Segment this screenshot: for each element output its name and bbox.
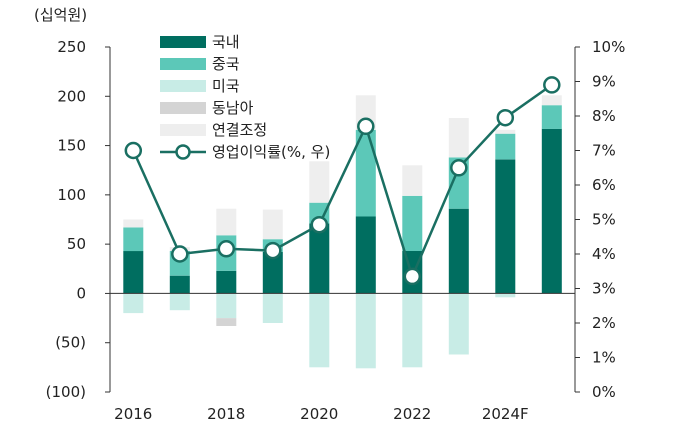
bar-3-2016 [123,293,144,314]
margin-point-2018 [217,240,236,258]
left-tick-label: 50 [67,235,86,253]
x-tick-label: 2018 [207,405,245,423]
bar-1-2018 [216,270,237,294]
right-tick-label: 2% [592,314,616,332]
x-tick-label: 2024F [482,405,529,423]
legend-marker [175,144,191,160]
right-tick-label: 10% [592,38,625,56]
margin-point-2022 [403,267,422,286]
bar-2-2022 [402,195,423,251]
bar-2-2021 [355,129,376,217]
right-tick-label: 6% [592,176,616,194]
legend-label-2: 중국 [212,55,240,73]
tick-layer: 250 200 150 100 50 0 (50) (100) 10% 9% 8% 7% 6% 5% 4% 3… [46,38,626,423]
bar-2-2024F [495,133,516,160]
bar-layer [123,95,562,369]
margin-point-2021 [357,117,375,136]
legend-label-6: 영업이익률(%, 우) [212,143,330,161]
legend-label-1: 국내 [212,33,240,51]
bar-5-2019 [262,209,283,240]
margin-point-2016 [124,141,143,160]
legend-swatch-2 [160,58,206,70]
bar-1-2016 [123,251,144,294]
bar-3-2023 [448,293,469,355]
bar-5-2024F [495,129,516,134]
left-tick-label: 100 [57,186,86,204]
left-tick-label: 250 [57,38,86,56]
right-tick-label: 5% [592,211,616,229]
right-tick-label: 4% [592,245,616,263]
bar-1-2019 [262,252,283,294]
bar-5-2025F [541,95,562,106]
bar-3-2021 [355,293,376,369]
bar-5-2022 [402,165,423,196]
margin-point-2019 [264,241,282,260]
right-tick-label: 8% [592,107,616,125]
bar-3-2018 [216,293,237,318]
right-tick-label: 0% [592,383,616,401]
legend-swatch-4 [160,102,206,114]
bar-5-2020 [309,161,330,203]
bar-1-2017 [169,275,190,294]
legend-label-5: 연결조정 [212,121,267,139]
axes-layer: (십억원) [34,6,576,392]
bar-3-2020 [309,293,330,368]
left-tick-label: 200 [57,87,86,105]
left-tick-label: 0 [76,284,86,302]
bar-2-2025F [541,105,562,129]
bar-1-2025F [541,128,562,294]
margin-line-layer [124,76,561,286]
legend-label-3: 미국 [212,77,240,95]
bar-4-2018 [216,318,237,326]
legend-swatch-3 [160,80,206,92]
bar-2-2016 [123,227,144,252]
margin-line [132,83,553,281]
right-tick-label: 1% [592,349,616,367]
legend-swatch-1 [160,36,206,48]
left-tick-label: (100) [46,383,86,401]
bar-5-2016 [123,219,144,228]
left-tick-label: (50) [55,334,86,352]
bar-1-2021 [355,216,376,294]
margin-point-2023 [450,159,468,177]
bar-3-2024F [495,293,516,298]
legend-swatch-5 [160,124,206,136]
bar-3-2019 [262,293,283,323]
right-tick-label: 7% [592,142,616,160]
right-tick-label: 3% [592,280,616,298]
margin-point-2020 [310,215,329,234]
left-tick-label: 150 [57,137,86,155]
bar-1-2024F [495,159,516,294]
x-tick-label: 2020 [300,405,338,423]
x-tick-label: 2022 [393,405,431,423]
margin-point-2024F [496,108,515,127]
right-tick-label: 9% [592,73,616,91]
legend-label-4: 동남아 [212,99,254,117]
bar-5-2018 [216,208,237,236]
bar-1-2020 [309,223,330,294]
margin-point-2025F [543,76,561,94]
bar-5-2023 [448,118,469,158]
bar-3-2017 [169,293,190,311]
left-axis-unit-label: (십억원) [34,6,87,24]
bar-3-2022 [402,293,423,368]
margin-point-2017 [171,245,189,263]
bar-1-2023 [448,208,469,294]
x-tick-label: 2016 [114,405,152,423]
